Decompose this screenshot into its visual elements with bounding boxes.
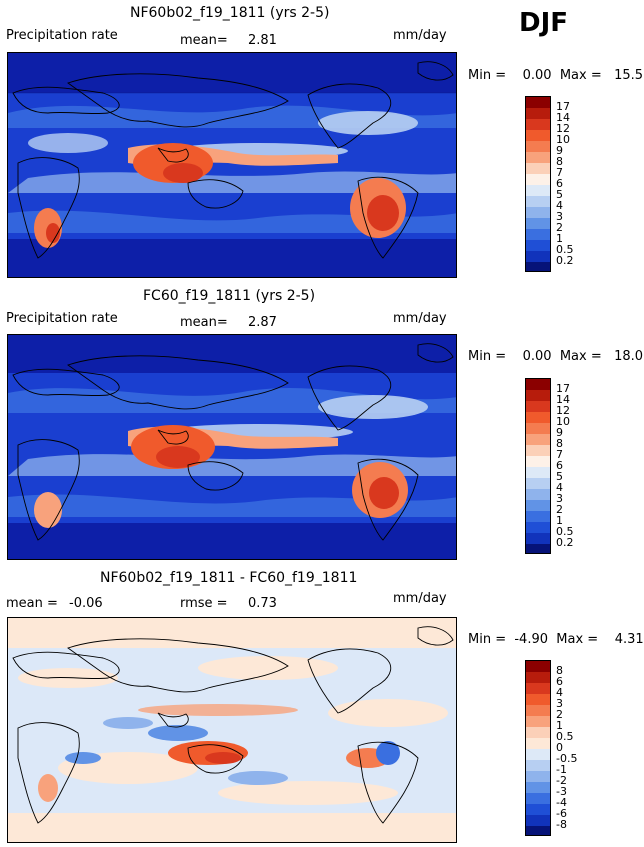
panel3-colorbar-tick: 2 <box>556 708 563 721</box>
panel1-colorbar-tick: 0.2 <box>556 254 574 267</box>
panel1-colorbar <box>525 96 551 272</box>
panel1-colorbar-tick: 0.5 <box>556 243 574 256</box>
panel1-colorbar-tick: 9 <box>556 144 563 157</box>
panel3-colorbar-tick: 8 <box>556 664 563 677</box>
panel2-colorbar-tick: 0.2 <box>556 536 574 549</box>
panel3-difference-map <box>7 617 457 843</box>
panel1-colorbar-tick: 12 <box>556 122 570 135</box>
panel2-colorbar-tick: 14 <box>556 393 570 406</box>
panel3-colorbar-tick: -3 <box>556 785 567 798</box>
panel3-mean-value: -0.06 <box>69 596 103 611</box>
panel2-colorbar-tick: 10 <box>556 415 570 428</box>
panel1-colorbar-tick: 10 <box>556 133 570 146</box>
panel1-colorbar-tick: 14 <box>556 111 570 124</box>
panel1-variable-label: Precipitation rate <box>6 28 118 43</box>
season-label: DJF <box>519 8 569 38</box>
panel3-unit: mm/day <box>393 591 447 606</box>
panel1-colorbar-tick: 1 <box>556 232 563 245</box>
panel3-colorbar <box>525 660 551 836</box>
panel2-variable-label: Precipitation rate <box>6 311 118 326</box>
panel1-precip-map <box>7 52 457 278</box>
panel3-colorbar-tick: -4 <box>556 796 567 809</box>
panel2-colorbar-tick: 0.5 <box>556 525 574 538</box>
panel3-colorbar-tick: 6 <box>556 675 563 688</box>
panel1-mean-value: 2.81 <box>248 33 277 48</box>
panel1-colorbar-tick: 2 <box>556 221 563 234</box>
panel2-colorbar-tick: 1 <box>556 514 563 527</box>
panel2-colorbar-tick: 2 <box>556 503 563 516</box>
panel1-unit: mm/day <box>393 28 447 43</box>
panel2-title: FC60_f19_1811 (yrs 2-5) <box>143 288 316 304</box>
panel3-colorbar-tick: -2 <box>556 774 567 787</box>
panel3-colorbar-tick: 3 <box>556 697 563 710</box>
panel2-colorbar-tick: 4 <box>556 481 563 494</box>
panel2-unit: mm/day <box>393 311 447 326</box>
panel2-minmax: Min = 0.00 Max = 18.03 <box>468 349 644 364</box>
panel3-colorbar-tick: 4 <box>556 686 563 699</box>
panel3-mean-label: mean = <box>6 596 58 611</box>
panel2-colorbar <box>525 378 551 554</box>
panel2-precip-map <box>7 334 457 560</box>
panel3-colorbar-tick: 0 <box>556 741 563 754</box>
panel2-colorbar-tick: 8 <box>556 437 563 450</box>
panel3-colorbar-tick: 1 <box>556 719 563 732</box>
panel1-colorbar-tick: 8 <box>556 155 563 168</box>
panel1-mean-label: mean= <box>180 33 228 48</box>
panel1-title: NF60b02_f19_1811 (yrs 2-5) <box>130 5 330 21</box>
panel2-colorbar-tick: 6 <box>556 459 563 472</box>
panel3-minmax: Min = -4.90 Max = 4.31 <box>468 632 644 647</box>
panel3-title: NF60b02_f19_1811 - FC60_f19_1811 <box>100 570 358 586</box>
panel3-colorbar-tick: -8 <box>556 818 567 831</box>
panel1-colorbar-tick: 3 <box>556 210 563 223</box>
panel2-mean-value: 2.87 <box>248 315 277 330</box>
panel3-colorbar-tick: -6 <box>556 807 567 820</box>
panel2-colorbar-tick: 9 <box>556 426 563 439</box>
panel2-colorbar-tick: 12 <box>556 404 570 417</box>
panel3-rmse-label: rmse = <box>180 596 228 611</box>
panel1-colorbar-tick: 6 <box>556 177 563 190</box>
panel1-colorbar-tick: 17 <box>556 100 570 113</box>
panel1-colorbar-tick: 5 <box>556 188 563 201</box>
panel1-colorbar-tick: 7 <box>556 166 563 179</box>
panel2-colorbar-tick: 5 <box>556 470 563 483</box>
panel3-colorbar-tick: 0.5 <box>556 730 574 743</box>
panel3-rmse-value: 0.73 <box>248 596 277 611</box>
panel2-colorbar-tick: 3 <box>556 492 563 505</box>
panel3-colorbar-tick: -0.5 <box>556 752 578 765</box>
panel2-colorbar-tick: 7 <box>556 448 563 461</box>
panel1-minmax: Min = 0.00 Max = 15.51 <box>468 68 644 83</box>
panel2-colorbar-tick: 17 <box>556 382 570 395</box>
panel3-colorbar-tick: -1 <box>556 763 567 776</box>
panel1-colorbar-tick: 4 <box>556 199 563 212</box>
panel2-mean-label: mean= <box>180 315 228 330</box>
